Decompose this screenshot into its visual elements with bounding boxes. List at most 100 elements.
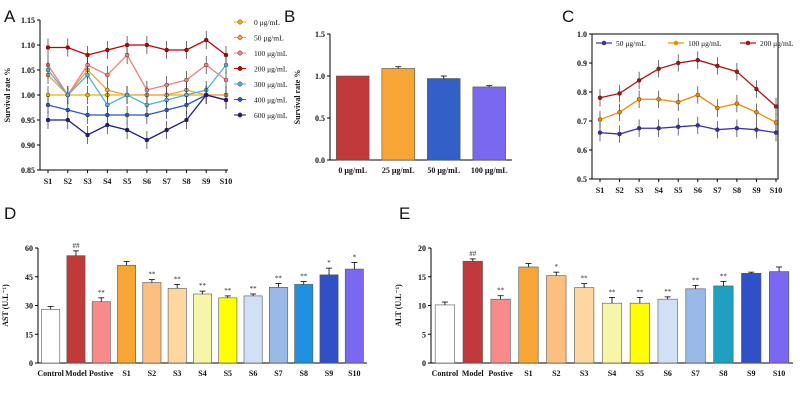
d-bar <box>91 301 111 364</box>
d-bar <box>142 282 162 364</box>
b-x-tick-label: 0 μg/mL <box>338 166 367 175</box>
e-y-tick-label: 0 <box>422 359 426 368</box>
b-x-tick-label: 100 μg/mL <box>471 166 508 175</box>
d-significance-label: ** <box>174 275 182 283</box>
c-data-point <box>656 126 661 131</box>
d-y-tick-label: 45 <box>25 273 33 282</box>
e-x-tick-label: S9 <box>747 369 755 378</box>
c-series-line <box>599 124 777 135</box>
e-y-tick-label: 5 <box>422 330 426 339</box>
e-y-tick-label: 10 <box>418 302 426 311</box>
c-data-point <box>617 91 622 96</box>
panel-letter-b: B <box>284 7 295 26</box>
a-legend-marker <box>237 50 243 56</box>
c-y-tick-label: 0.6 <box>577 146 587 155</box>
e-bar <box>769 271 790 364</box>
e-x-tick-label: S10 <box>773 369 785 378</box>
d-bar <box>218 297 238 364</box>
a-data-point <box>184 102 189 108</box>
c-y-tick-label: 0.9 <box>577 59 587 68</box>
d-significance-label: ** <box>199 282 207 290</box>
e-y-tick-label: 15 <box>418 273 426 282</box>
c-data-point <box>656 66 661 72</box>
c-data-point <box>676 124 681 130</box>
c-data-point <box>734 69 740 74</box>
a-data-point <box>65 45 70 50</box>
d-bar <box>41 309 61 364</box>
d-x-tick-label: S2 <box>148 369 156 378</box>
c-data-point <box>676 99 681 105</box>
a-series-line <box>47 94 227 116</box>
a-data-point <box>45 117 51 123</box>
d-bar <box>243 295 263 364</box>
c-y-tick-label: 1.0 <box>577 30 587 39</box>
d-bar <box>269 286 288 364</box>
c-x-tick-label: S6 <box>694 186 702 195</box>
a-data-point <box>204 37 209 43</box>
c-legend-marker <box>745 40 751 46</box>
a-series-line <box>47 64 227 106</box>
chart-b: 0.0 0.5 1.0 1.5 Survival rate % 0 μg/mL 25 μg/… <box>293 30 512 175</box>
c-data-point <box>656 97 661 102</box>
d-bar <box>193 293 212 364</box>
a-x-tick-label: S1 <box>44 177 52 186</box>
a-data-point <box>223 62 229 68</box>
a-y-tick-label: 1.10 <box>21 41 35 50</box>
a-data-point <box>184 117 189 123</box>
e-bar <box>490 298 511 364</box>
a-data-point <box>164 127 169 133</box>
c-legend-label: 200 μg/mL <box>760 39 794 48</box>
a-data-point <box>164 107 169 113</box>
d-significance-label: ** <box>98 289 106 297</box>
d-bar <box>294 284 314 364</box>
d-significance-label: ** <box>275 274 283 282</box>
a-data-point <box>164 82 169 88</box>
a-legend-marker <box>237 66 243 71</box>
c-data-point <box>715 105 720 111</box>
d-y-axis-label: AST (U.L⁻¹) <box>1 284 10 327</box>
a-series-line <box>48 94 227 141</box>
e-bar <box>434 304 455 364</box>
panel-letter-e: E <box>399 204 410 223</box>
d-y-tick-label: 30 <box>25 302 33 311</box>
a-data-point <box>184 47 189 53</box>
e-significance-label: ** <box>636 288 644 296</box>
e-bar <box>518 266 539 364</box>
a-legend-marker <box>237 81 243 87</box>
a-data-point <box>204 62 209 68</box>
a-x-tick-label: S3 <box>83 177 91 186</box>
c-data-point <box>676 60 681 66</box>
a-data-point <box>204 92 209 98</box>
a-data-point <box>223 77 229 83</box>
panel-letter-a: A <box>4 7 16 26</box>
panel-letter-d: D <box>4 204 16 223</box>
a-legend-marker <box>237 19 243 25</box>
e-y-tick-label: 20 <box>418 244 426 253</box>
d-significance-label: ** <box>300 273 308 281</box>
e-significance-label: * <box>555 263 559 271</box>
b-y-tick-label: 1.0 <box>315 72 325 81</box>
d-y-tick-label: 0 <box>29 359 33 368</box>
a-data-point <box>85 72 90 78</box>
b-y-tick-label: 0.5 <box>315 114 325 123</box>
a-x-tick-label: S7 <box>162 177 170 186</box>
d-x-tick-label: S7 <box>274 369 282 378</box>
b-bar <box>472 86 506 161</box>
c-data-point <box>636 78 642 83</box>
e-significance-label: ## <box>469 250 477 258</box>
a-data-point <box>184 77 189 83</box>
d-bar <box>117 264 136 364</box>
d-bar <box>344 268 364 364</box>
a-data-point <box>124 92 130 98</box>
c-data-point <box>754 127 759 132</box>
a-data-point <box>144 112 150 118</box>
e-bar <box>741 272 762 364</box>
a-data-point <box>105 87 110 93</box>
d-x-tick-label: S5 <box>224 369 232 378</box>
e-significance-label: ** <box>720 272 728 280</box>
a-data-point <box>144 87 150 93</box>
c-x-tick-label: S4 <box>654 186 662 195</box>
a-legend-marker <box>237 112 243 118</box>
d-x-tick-label: Control <box>37 369 64 378</box>
a-legend-marker <box>237 97 243 102</box>
